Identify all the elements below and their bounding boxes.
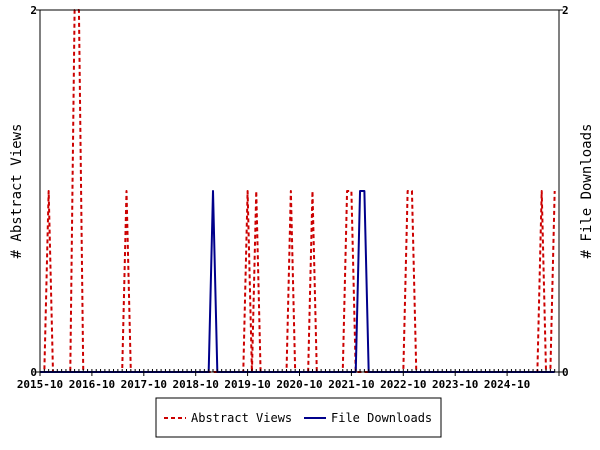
y-right-tick-label: 0 (562, 366, 569, 379)
x-tick-label: 2016-10 (69, 378, 115, 391)
y-left-tick-label: 0 (30, 366, 37, 379)
x-tick-label: 2021-10 (328, 378, 374, 391)
y-left-tick-label: 2 (30, 4, 37, 17)
series-line-abstract-views (40, 9, 556, 373)
y-right-tick-label: 2 (562, 4, 569, 17)
legend-label-abstract-views: Abstract Views (191, 411, 292, 425)
x-tick-label: 2022-10 (380, 378, 426, 391)
x-tick-label: 2018-10 (173, 378, 219, 391)
left-axis-title: # Abstract Views (9, 124, 25, 259)
x-tick-label: 2015-10 (17, 378, 63, 391)
right-axis-title: # File Downloads (579, 124, 595, 259)
legend: Abstract Views File Downloads (155, 397, 442, 438)
x-tick-label: 2024-10 (484, 378, 530, 391)
legend-label-file-downloads: File Downloads (331, 411, 432, 425)
x-tick-label: 2023-10 (432, 378, 478, 391)
plot-area-frame (39, 9, 560, 373)
legend-box (155, 397, 442, 438)
x-tick-label: 2019-10 (224, 378, 270, 391)
series-line-file-downloads (40, 190, 555, 373)
x-tick-label: 2020-10 (276, 378, 322, 391)
x-tick-label: 2017-10 (121, 378, 167, 391)
